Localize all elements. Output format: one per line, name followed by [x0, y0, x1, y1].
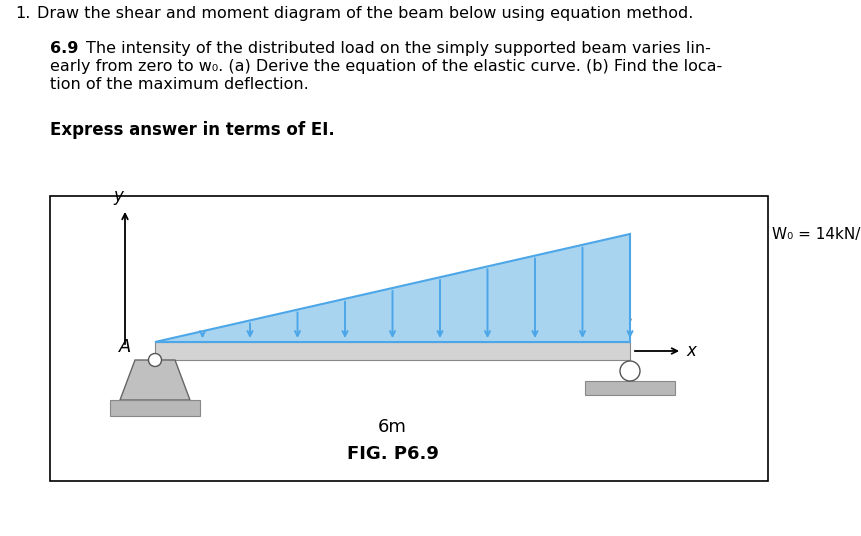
Text: y: y: [113, 187, 123, 205]
Text: 1.: 1.: [15, 6, 30, 21]
Text: The intensity of the distributed load on the simply supported beam varies lin-: The intensity of the distributed load on…: [86, 41, 710, 56]
Bar: [585, 381, 674, 395]
Text: Draw the shear and moment diagram of the beam below using equation method.: Draw the shear and moment diagram of the…: [37, 6, 692, 21]
Text: 6.9: 6.9: [50, 41, 78, 56]
Polygon shape: [155, 234, 629, 342]
Text: A: A: [119, 338, 131, 356]
Text: early from zero to w₀. (a) Derive the equation of the elastic curve. (b) Find th: early from zero to w₀. (a) Derive the eq…: [50, 59, 722, 74]
Text: tion of the maximum deflection.: tion of the maximum deflection.: [50, 77, 308, 92]
Text: x: x: [685, 342, 695, 360]
Text: W₀ = 14kN/m: W₀ = 14kN/m: [771, 227, 861, 242]
Circle shape: [148, 354, 161, 367]
Bar: [110, 400, 200, 416]
Bar: [155, 342, 629, 360]
Text: B: B: [620, 316, 631, 334]
Text: FIG. P6.9: FIG. P6.9: [346, 445, 438, 463]
Text: 6m: 6m: [378, 418, 406, 436]
Circle shape: [619, 361, 639, 381]
Polygon shape: [120, 360, 189, 400]
Bar: [50, 196, 767, 481]
Text: Express answer in terms of EI.: Express answer in terms of EI.: [50, 121, 334, 139]
